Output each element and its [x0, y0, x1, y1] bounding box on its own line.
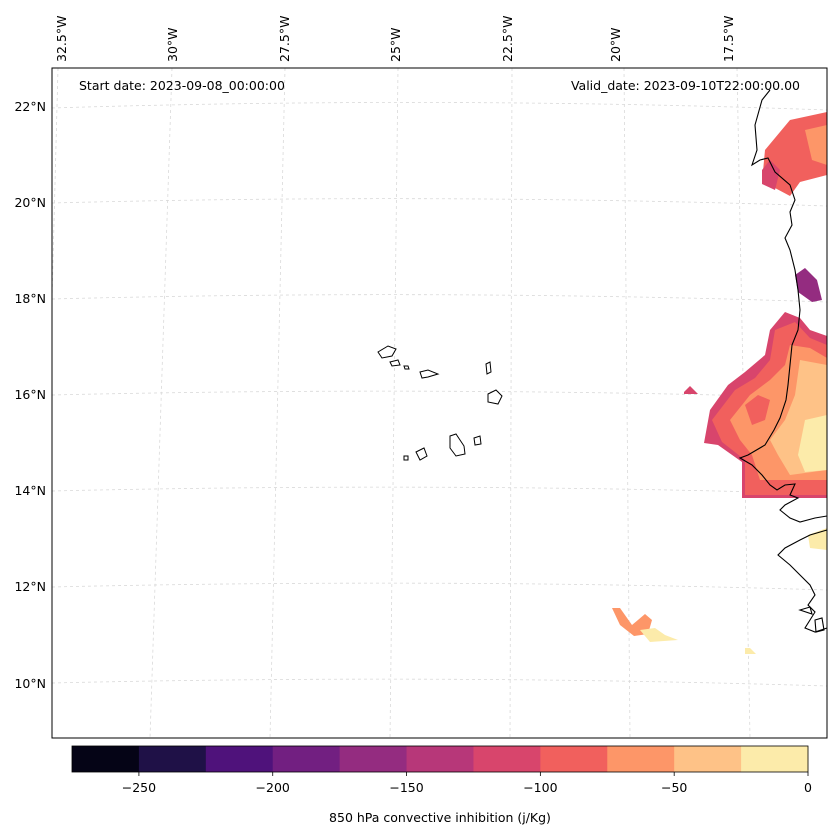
island-fogo: [415, 447, 428, 461]
contour-patch-south-pale: [640, 628, 678, 642]
colorbar-ticks: −250 −200 −150 −100 −50 0: [122, 772, 812, 795]
colorbar-swatch-9: [674, 746, 742, 772]
colorbar-tick-label-4: −50: [661, 780, 687, 795]
parallel-12n: [51, 582, 828, 591]
colorbar-swatch-8: [607, 746, 675, 772]
colorbar-swatch-7: [540, 746, 608, 772]
meridian-27-5w: [269, 67, 286, 739]
colorbar-swatch-5: [406, 746, 474, 772]
colorbar-border: [71, 745, 809, 773]
contour-patch-south-pale-2: [745, 648, 756, 654]
map-background: [52, 68, 827, 738]
cin-contours: [612, 112, 827, 654]
colorbar-tick-label-1: −200: [256, 780, 290, 795]
map-panel: [51, 67, 828, 739]
lon-label-30w: 30°W: [165, 27, 180, 62]
colorbar: −250 −200 −150 −100 −50 0 850 hPa convective …: [71, 745, 812, 825]
lat-label-14n: 14°N: [14, 483, 46, 498]
contour-patch-purple: [795, 268, 822, 302]
coastlines: [738, 89, 828, 633]
island-boa-vista: [487, 389, 503, 405]
contour-patch-north-core: [805, 125, 827, 165]
lat-label-20n: 20°N: [14, 195, 46, 210]
lon-label-25w: 25°W: [388, 27, 403, 62]
island-santa-luzia: [403, 365, 410, 370]
colorbar-swatch-6: [473, 746, 541, 772]
cape-verde-islands: [377, 345, 503, 461]
lat-label-18n: 18°N: [14, 291, 46, 306]
contour-patch-south: [612, 608, 652, 636]
valid-date-label: Valid_date: 2023-09-10T22:00:00.00: [571, 78, 800, 93]
parallel-22n: [51, 102, 828, 111]
colorbar-label: 850 hPa convective inhibition (j/Kg): [329, 810, 551, 825]
lon-label-17-5w: 17.5°W: [721, 16, 736, 62]
colorbar-tick-label-2: −150: [389, 780, 423, 795]
meridian-22-5w: [509, 67, 513, 739]
island-shoal-2: [814, 617, 825, 633]
island-maio: [473, 435, 482, 446]
contour-patch-north-edge: [762, 160, 780, 190]
colorbar-swatch-3: [272, 746, 341, 772]
longitude-labels: 32.5°W 30°W 27.5°W 25°W 22.5°W 20°W 17.5…: [54, 16, 736, 62]
contour-patch-main-pale: [798, 415, 827, 472]
island-brava: [403, 455, 409, 461]
meridian-32-5w: [51, 67, 59, 301]
lon-label-27-5w: 27.5°W: [277, 16, 292, 62]
contour-patch-guinea: [808, 528, 827, 550]
latitude-labels: 22°N 20°N 18°N 16°N 14°N 12°N 10°N: [14, 99, 46, 691]
lat-label-12n: 12°N: [14, 579, 46, 594]
colorbar-swatch-4: [339, 746, 408, 772]
lat-label-10n: 10°N: [14, 676, 46, 691]
parallel-20n: [51, 198, 828, 207]
meridian-25w: [389, 67, 399, 739]
island-sao-vicente: [389, 359, 401, 367]
parallel-16n: [51, 390, 828, 399]
colorbar-tick-label-0: −250: [122, 780, 156, 795]
lat-label-16n: 16°N: [14, 387, 46, 402]
colorbar-swatch-10: [741, 746, 809, 772]
guinea-bissau-coastline: [777, 529, 828, 633]
parallel-14n: [51, 486, 828, 495]
parallel-18n: [51, 294, 828, 303]
island-shoal-1: [798, 606, 813, 615]
map-border: [51, 67, 828, 739]
contour-patch-main-hole: [745, 395, 770, 425]
colorbar-swatches: [72, 746, 809, 772]
colorbar-tick-label-5: 0: [804, 780, 812, 795]
lon-label-20w: 20°W: [608, 27, 623, 62]
lat-label-22n: 22°N: [14, 99, 46, 114]
island-santo-antao: [377, 345, 397, 359]
colorbar-swatch-2: [205, 746, 274, 772]
start-date-label: Start date: 2023-09-08_00:00:00: [79, 78, 285, 93]
island-santiago: [449, 433, 466, 457]
meridian-17-5w: [736, 67, 751, 739]
island-sao-nicolau: [419, 369, 440, 379]
island-sal: [485, 361, 492, 375]
lon-label-22-5w: 22.5°W: [500, 16, 515, 62]
lon-label-32-5w: 32.5°W: [54, 16, 69, 62]
contour-patch-tiny: [684, 386, 698, 394]
parallel-10n: [51, 678, 828, 687]
colorbar-swatch-1: [138, 746, 207, 772]
colorbar-tick-label-3: −100: [523, 780, 557, 795]
colorbar-swatch-0: [72, 746, 140, 772]
meridian-30w: [149, 67, 173, 739]
west-africa-coastline: [738, 89, 828, 523]
